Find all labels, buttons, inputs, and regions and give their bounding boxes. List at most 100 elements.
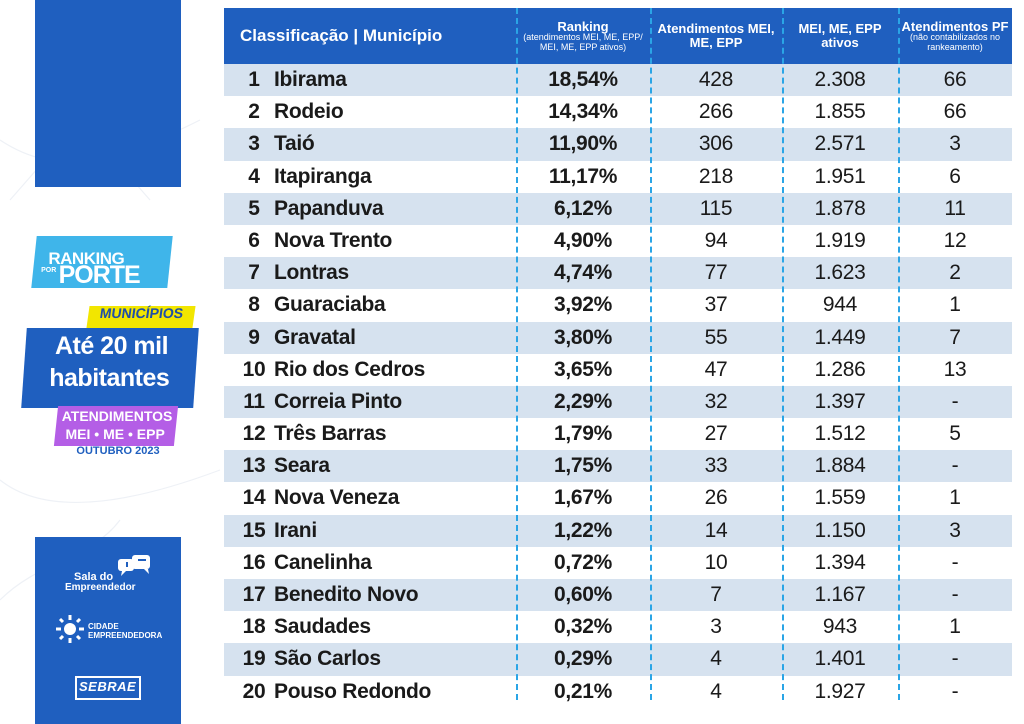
row-municipio: Papanduva [274, 196, 384, 220]
row-ativos: 1.623 [814, 261, 866, 285]
table-row: 5 Papanduva 6,12% 115 1.878 11 [224, 192, 1012, 225]
row-municipio: São Carlos [274, 647, 381, 671]
population-line-1: Até 20 mil [54, 332, 169, 360]
row-atendimentos: 266 [698, 100, 734, 124]
cidade-sun-icon [56, 615, 84, 643]
row-ranking: 2,29% [553, 389, 613, 413]
row-ativos: 2.571 [814, 132, 866, 156]
row-ativos: 2.308 [814, 68, 866, 91]
row-municipio: Nova Veneza [274, 486, 400, 510]
row-atendimentos: 32 [704, 389, 728, 413]
ranking-table: Classificação | Município Ranking (atend… [224, 8, 1012, 708]
row-municipio: Rio dos Cedros [274, 357, 425, 381]
row-atendimentos: 47 [704, 357, 728, 381]
row-ranking: 0,72% [553, 550, 613, 574]
row-ranking: 1,79% [553, 422, 613, 446]
table-row: 17 Benedito Novo 0,60% 7 1.167 - [224, 579, 1012, 612]
row-ativos: 1.855 [814, 100, 866, 124]
row-municipio: Gravatal [274, 325, 356, 349]
row-ativos: 1.512 [814, 422, 866, 446]
header-ranking: Ranking (atendimentos MEI, ME, EPP/ MEI,… [516, 8, 650, 64]
row-atendimentos-pf: 1 [949, 615, 961, 639]
row-position: 6 [248, 228, 260, 252]
row-ranking: 18,54% [548, 68, 618, 91]
row-ranking: 3,80% [553, 325, 613, 349]
row-position: 13 [242, 454, 266, 478]
table-row: 1 Ibirama 18,54% 428 2.308 66 [224, 64, 1012, 97]
table-row: 8 Guaraciaba 3,92% 37 944 1 [224, 289, 1012, 322]
row-ranking: 4,74% [553, 261, 613, 285]
row-ativos: 1.884 [814, 454, 866, 478]
row-ranking: 11,90% [548, 132, 618, 156]
sala-line-1: Sala do [74, 571, 114, 583]
table-row: 16 Canelinha 0,72% 10 1.394 - [224, 546, 1012, 579]
row-municipio: Guaraciaba [274, 293, 386, 317]
population-line-2: habitantes [49, 364, 170, 392]
row-municipio: Itapiranga [274, 164, 372, 188]
row-ativos: 1.401 [814, 647, 866, 671]
ranking-badge: RANKING POR PORTE MUNICÍPIOS Até 20 mil … [18, 236, 208, 466]
row-atendimentos: 428 [698, 68, 734, 91]
row-ranking: 6,12% [553, 196, 613, 220]
header-classificacao-label: Classificação | Município [240, 26, 443, 46]
row-municipio: Três Barras [274, 422, 387, 446]
header-ativos-label: MEI, ME, EPP ativos [798, 21, 882, 50]
row-ranking: 0,29% [553, 647, 613, 671]
row-atendimentos: 4 [710, 679, 722, 703]
ranking-porte-label: RANKING POR PORTE [31, 236, 173, 289]
table-row: 3 Taió 11,90% 306 2.571 3 [224, 128, 1012, 161]
row-ranking: 4,90% [553, 228, 613, 252]
table-header: Classificação | Município Ranking (atend… [224, 8, 1012, 64]
row-atendimentos-pf: 5 [949, 422, 961, 446]
table-row: 20 Pouso Redondo 0,21% 4 1.927 - [224, 675, 1012, 708]
row-position: 1 [248, 68, 260, 91]
row-municipio: Benedito Novo [274, 583, 419, 606]
row-atendimentos-pf: 12 [943, 228, 967, 252]
table-row: 9 Gravatal 3,80% 55 1.449 7 [224, 321, 1012, 354]
sala-do-empreendedor-logo: Sala do Empreendedor [60, 555, 160, 595]
cidade-line-1: CIDADE [88, 622, 119, 631]
header-ranking-label: Ranking [557, 18, 609, 34]
table-row: 11 Correia Pinto 2,29% 32 1.397 - [224, 385, 1012, 419]
row-municipio: Nova Trento [274, 228, 393, 252]
row-position: 10 [242, 357, 266, 381]
row-position: 2 [248, 100, 260, 124]
sebrae-box [75, 676, 141, 700]
row-ativos: 1.927 [814, 679, 866, 703]
row-ativos: 1.167 [814, 583, 866, 606]
row-atendimentos: 77 [704, 261, 728, 285]
header-atendimentos-label: Atendimentos MEI, ME, EPP [657, 21, 775, 50]
row-position: 11 [243, 389, 265, 413]
sebrae-text: SEBRAE [79, 679, 137, 694]
row-municipio: Correia Pinto [274, 389, 402, 413]
row-municipio: Lontras [274, 261, 349, 285]
row-ranking: 3,65% [553, 357, 613, 381]
table-row: 12 Três Barras 1,79% 27 1.512 5 [224, 418, 1012, 451]
row-position: 19 [242, 647, 266, 671]
header-atendimentos: Atendimentos MEI, ME, EPP [650, 8, 782, 64]
header-ranking-sub: (atendimentos MEI, ME, EPP/ MEI, ME, EPP… [523, 32, 643, 52]
row-atendimentos-pf: 3 [949, 132, 961, 156]
row-atendimentos: 33 [704, 454, 728, 478]
top-blue-block [35, 0, 181, 187]
row-position: 17 [242, 583, 266, 606]
row-ativos: 944 [822, 293, 858, 317]
table-row: 4 Itapiranga 11,17% 218 1.951 6 [224, 160, 1012, 193]
header-classificacao: Classificação | Município [240, 8, 516, 64]
cidade-text: CIDADE EMPREENDEDORA [88, 622, 162, 640]
table-row: 7 Lontras 4,74% 77 1.623 2 [224, 257, 1012, 290]
row-ranking: 3,92% [553, 293, 613, 317]
row-atendimentos-pf: 2 [949, 261, 961, 285]
row-atendimentos-pf: 6 [949, 164, 961, 188]
row-ativos: 1.449 [814, 325, 866, 349]
row-ativos: 943 [822, 615, 858, 639]
row-ranking: 1,67% [553, 486, 613, 510]
cidade-empreendedora-logo: CIDADE EMPREENDEDORA [55, 612, 165, 646]
table-row: 10 Rio dos Cedros 3,65% 47 1.286 13 [224, 353, 1012, 386]
atendimentos-label: ATENDIMENTOS MEI • ME • EPP [53, 406, 179, 446]
row-position: 7 [248, 261, 260, 285]
row-atendimentos: 55 [704, 325, 728, 349]
table-row: 13 Seara 1,75% 33 1.884 - [224, 450, 1012, 483]
row-atendimentos: 4 [710, 647, 722, 671]
row-atendimentos-pf: 3 [949, 518, 961, 542]
